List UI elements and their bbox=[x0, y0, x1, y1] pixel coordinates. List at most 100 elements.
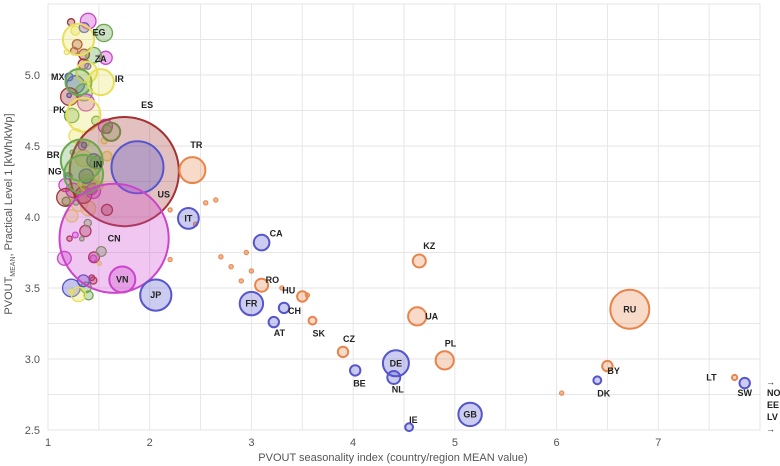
bubble-cz bbox=[336, 345, 350, 359]
unlabeled-point bbox=[203, 200, 209, 206]
unlabeled-point bbox=[238, 278, 245, 284]
bubble-eg bbox=[61, 22, 96, 57]
unlabeled-point bbox=[71, 38, 83, 50]
label-fr: FR bbox=[245, 299, 257, 309]
unlabeled-point bbox=[80, 141, 88, 149]
offscale-label-ee: EE bbox=[767, 400, 779, 410]
offscale-label-no: NO bbox=[767, 388, 780, 398]
unlabeled-point bbox=[56, 187, 76, 207]
unlabeled-point bbox=[167, 207, 173, 213]
label-lt: LT bbox=[706, 373, 717, 383]
x-axis-ticks: 1 2 3 4 5 6 7 bbox=[45, 437, 661, 449]
bubble-kz bbox=[411, 253, 427, 269]
unlabeled-point bbox=[76, 274, 90, 288]
bubble-fr bbox=[238, 290, 265, 317]
bubbles bbox=[58, 22, 751, 433]
y-tick-label: 2.5 bbox=[25, 425, 40, 437]
bubble-hu bbox=[296, 290, 309, 303]
label-be: BE bbox=[353, 378, 366, 388]
bubble-nl bbox=[386, 370, 402, 385]
label-br: BR bbox=[47, 150, 60, 160]
unlabeled-point bbox=[96, 260, 103, 267]
bubble-ie bbox=[404, 422, 415, 433]
x-tick-label: 6 bbox=[554, 437, 560, 449]
unlabeled-point bbox=[89, 254, 98, 263]
bubble-gb bbox=[457, 401, 483, 428]
unlabeled-point bbox=[56, 250, 72, 266]
x-axis-title: PVOUT seasonality index (country/region … bbox=[258, 452, 527, 464]
unlabeled-point bbox=[61, 196, 71, 206]
x-tick-label: 1 bbox=[45, 437, 51, 449]
offscale-labels: NO EE LV → → bbox=[766, 377, 780, 434]
x-tick-label: 3 bbox=[248, 437, 254, 449]
x-tick-label: 7 bbox=[655, 437, 661, 449]
label-at: AT bbox=[274, 328, 286, 338]
label-ua: UA bbox=[425, 311, 438, 321]
bubble-jp bbox=[139, 278, 173, 312]
unlabeled-point bbox=[167, 256, 173, 263]
label-cn: CN bbox=[108, 233, 121, 243]
unlabeled-point bbox=[71, 231, 79, 239]
bubble-de bbox=[381, 349, 410, 378]
unlabeled-point bbox=[243, 249, 250, 256]
bubble-cn bbox=[58, 182, 170, 294]
y-tick-label: 4.5 bbox=[25, 141, 40, 153]
unlabeled-point bbox=[83, 218, 93, 228]
x-tick-label: 2 bbox=[147, 437, 153, 449]
label-it: IT bbox=[184, 213, 193, 223]
unlabeled-point bbox=[248, 268, 255, 274]
label-ro: RO bbox=[266, 275, 280, 285]
unlabeled-point bbox=[213, 197, 219, 203]
label-nl: NL bbox=[392, 385, 404, 395]
unlabeled-point bbox=[78, 235, 85, 242]
label-by: BY bbox=[607, 366, 620, 376]
bubble-br bbox=[59, 138, 104, 182]
label-pl: PL bbox=[445, 338, 457, 348]
label-ir: IR bbox=[115, 74, 125, 84]
label-in: IN bbox=[93, 160, 102, 170]
unlabeled-point bbox=[228, 264, 234, 270]
unlabeled-point bbox=[84, 62, 92, 70]
label-pk: PK bbox=[53, 105, 66, 115]
bubble-ch bbox=[277, 301, 291, 315]
bubble-vn bbox=[108, 265, 137, 294]
bubble-it bbox=[177, 207, 200, 230]
bubble-pk bbox=[65, 96, 102, 133]
bubble-ca bbox=[252, 233, 271, 252]
label-ie: IE bbox=[409, 415, 418, 425]
label-za: ZA bbox=[95, 54, 107, 64]
y-tick-label: 4.0 bbox=[25, 212, 40, 224]
label-hu: HU bbox=[282, 286, 295, 296]
label-kz: KZ bbox=[423, 241, 435, 251]
x-tick-label: 5 bbox=[452, 437, 458, 449]
bubble-sw bbox=[738, 376, 751, 390]
label-es: ES bbox=[141, 100, 153, 110]
label-us: US bbox=[158, 189, 171, 199]
y-axis-title: PVOUTMEAN, Practical Level 1 [kWh/kWp] bbox=[3, 113, 17, 314]
unlabeled-point bbox=[64, 209, 79, 223]
label-gb: GB bbox=[463, 409, 477, 419]
label-ch: CH bbox=[288, 306, 301, 316]
bubble-us bbox=[110, 140, 165, 195]
label-ru: RU bbox=[623, 304, 636, 314]
unlabeled-points bbox=[56, 12, 565, 396]
bubble-at bbox=[267, 315, 280, 329]
x-tick-label: 4 bbox=[350, 437, 356, 449]
label-dk: DK bbox=[597, 388, 610, 398]
bubble-sk bbox=[307, 315, 318, 326]
bubble-dk bbox=[592, 375, 603, 386]
bubble-lt bbox=[731, 373, 739, 382]
label-de: DE bbox=[390, 358, 403, 368]
unlabeled-point bbox=[94, 23, 114, 43]
bubble-ru bbox=[609, 288, 651, 330]
unlabeled-point bbox=[66, 92, 72, 99]
unlabeled-point bbox=[559, 390, 565, 396]
bubble-pl bbox=[434, 350, 455, 371]
y-axis-title-subscript: MEAN bbox=[10, 256, 17, 276]
offscale-arrow-bottom: → bbox=[766, 424, 775, 434]
bubble-ro bbox=[254, 277, 270, 293]
label-jp: JP bbox=[150, 290, 161, 300]
bubble-by bbox=[601, 359, 614, 373]
offscale-label-lv: LV bbox=[767, 412, 778, 422]
